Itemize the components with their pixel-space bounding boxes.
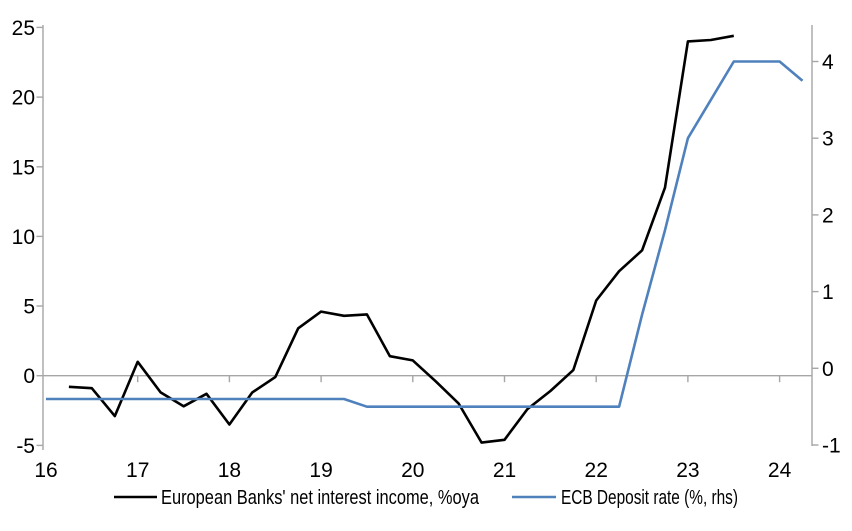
left-axis-tick-label-25: 25: [12, 17, 35, 40]
x-axis-label-21: 21: [493, 459, 516, 482]
legend: European Banks' net interest income, %oy…: [114, 487, 738, 509]
x-axis-label-18: 18: [218, 459, 241, 482]
left-axis-tick-label-5: 5: [23, 296, 35, 319]
left-axis-tick-label-15: 15: [12, 156, 35, 179]
right-axis-tick-label-3: 3: [822, 128, 834, 151]
x-axis-label-16: 16: [34, 459, 57, 482]
x-axis-label-24: 24: [768, 459, 792, 482]
legend-label-ecb-deposit-rate-rhs: ECB Deposit rate (%, rhs): [561, 487, 738, 509]
x-axis-label-19: 19: [309, 459, 332, 482]
right-axis-tick-label-2: 2: [822, 204, 834, 227]
right-axis-tick-label-0: 0: [822, 358, 834, 381]
right-axis-tick-label-1: 1: [822, 281, 834, 304]
x-axis-label-17: 17: [126, 459, 149, 482]
left-axis-tick-label--5: -5: [16, 435, 35, 458]
series-line-ecb-deposit-rate-rhs: [46, 60, 804, 408]
legend-label-european-banks-net-interest-income-oya: European Banks' net interest income, %oy…: [161, 487, 480, 509]
series-line-european-banks-net-interest-income-oya: [68, 34, 735, 444]
right-axis-tick-label--1: -1: [822, 435, 841, 458]
left-axis-tick-label-10: 10: [12, 226, 35, 249]
left-axis-tick-label-20: 20: [12, 87, 35, 110]
x-axis-label-20: 20: [401, 459, 424, 482]
x-axis-label-23: 23: [676, 459, 699, 482]
x-axis-label-22: 22: [585, 459, 608, 482]
right-axis-tick-label-4: 4: [822, 51, 834, 74]
left-axis-tick-label-0: 0: [23, 365, 35, 388]
